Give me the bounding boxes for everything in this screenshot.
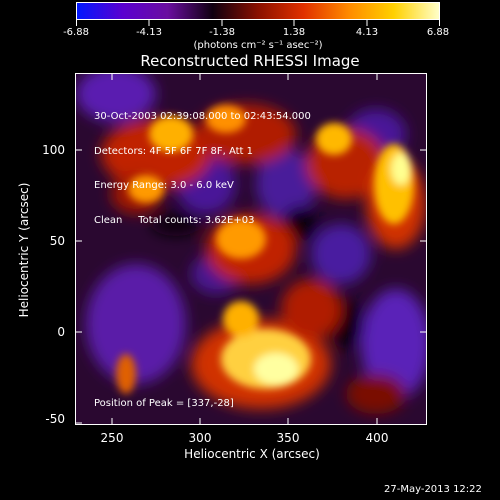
total-counts: Clean Total counts: 3.62E+03	[94, 214, 255, 226]
colorbar-label-2: -4.13	[136, 27, 162, 38]
observation-info: 30-Oct-2003 02:39:08.000 to 02:43:54.000…	[94, 88, 311, 238]
x-axis-label: Heliocentric X (arcsec)	[184, 447, 320, 461]
colorbar-label-5: 4.13	[355, 27, 379, 38]
colorbar-ticks	[76, 20, 440, 26]
colorbar	[76, 2, 440, 20]
x-tick-300: 300	[188, 431, 212, 445]
peak-position: Position of Peak = [337,-28]	[94, 398, 234, 409]
colorbar-label-4: 1.38	[282, 27, 306, 38]
time-range: 30-Oct-2003 02:39:08.000 to 02:43:54.000	[94, 111, 311, 122]
colorbar-units: (photons cm⁻² s⁻¹ asec⁻²)	[193, 40, 323, 51]
y-axis-label: Heliocentric Y (arcsec)	[17, 182, 31, 318]
energy-range: Energy Range: 3.0 - 6.0 keV	[94, 180, 234, 191]
rhessi-image	[76, 74, 426, 424]
colorbar-label-3: -1.38	[209, 27, 235, 38]
y-tick-0: 0	[57, 325, 65, 339]
timestamp: 27-May-2013 12:22	[384, 484, 482, 495]
colorbar-label-1: -6.88	[63, 27, 89, 38]
y-tick-100: 100	[42, 143, 65, 157]
x-tick-350: 350	[276, 431, 300, 445]
plot-title: Reconstructed RHESSI Image	[140, 52, 360, 70]
y-tick-minus-50: -50	[45, 412, 65, 426]
colorbar-label-6: 6.88	[426, 27, 450, 38]
detectors: Detectors: 4F 5F 6F 7F 8F, Att 1	[94, 145, 254, 157]
y-tick-50: 50	[49, 234, 65, 248]
x-tick-250: 250	[100, 431, 124, 445]
x-tick-400: 400	[365, 431, 389, 445]
rhessi-image-plot	[75, 73, 427, 425]
